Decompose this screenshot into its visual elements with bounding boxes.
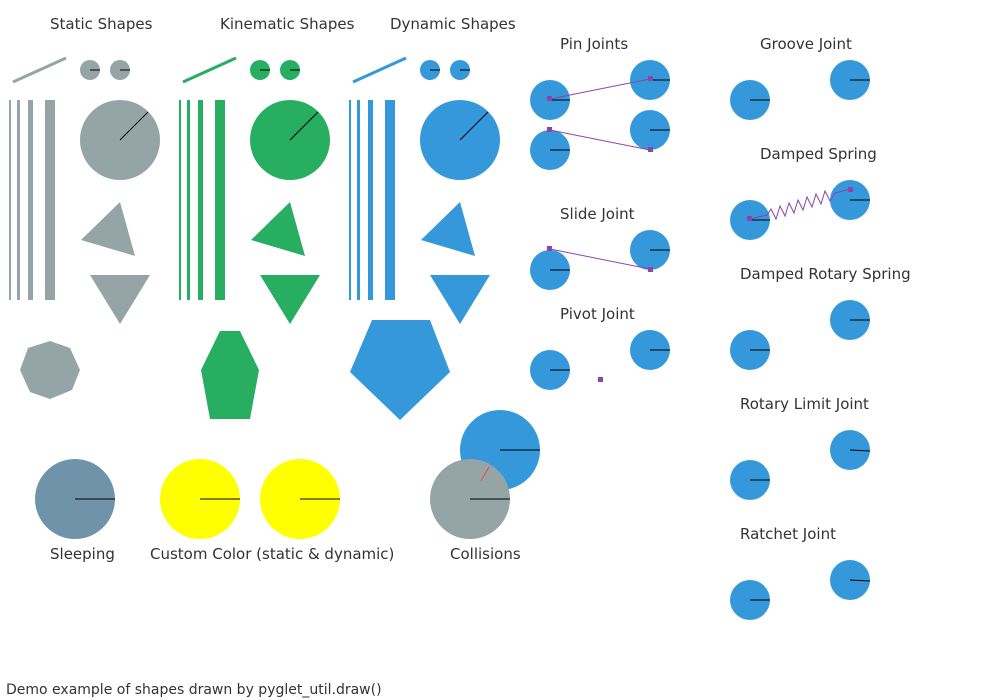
dynamic-bar xyxy=(368,100,373,300)
damped-rotary-spring-group xyxy=(730,300,870,370)
footer-caption: Demo example of shapes drawn by pyglet_u… xyxy=(6,682,382,698)
collision-contact-marker xyxy=(480,466,490,482)
rotary-limit-joint-group xyxy=(730,430,871,500)
label-rotary-limit-joint: Rotary Limit Joint xyxy=(740,395,869,413)
slide-joint-group xyxy=(530,230,670,290)
static-triangle xyxy=(81,202,135,256)
static-triangle-down xyxy=(90,275,150,324)
kinematic-triangle xyxy=(251,202,305,256)
kinematic-hexagon xyxy=(201,331,259,419)
static-octagon xyxy=(20,341,80,399)
pin-joints-group xyxy=(530,60,670,170)
label-collisions: Collisions xyxy=(450,545,521,563)
static-bar xyxy=(17,100,20,300)
label-sleeping: Sleeping xyxy=(50,545,115,563)
dynamic-triangle xyxy=(421,202,475,256)
label-pivot-joint: Pivot Joint xyxy=(560,305,635,323)
dynamic-bar xyxy=(385,100,395,300)
label-pin-joints: Pin Joints xyxy=(560,35,628,53)
kinematic-bar xyxy=(187,100,190,300)
dynamic-bar xyxy=(349,100,351,300)
sleeping-group xyxy=(35,459,115,539)
groove-joint-group xyxy=(730,60,870,120)
collisions-group xyxy=(430,410,540,539)
custom-color-group xyxy=(160,459,340,539)
dynamic-segment xyxy=(352,56,407,84)
damped-spring-group xyxy=(730,180,870,240)
static-bar xyxy=(28,100,33,300)
label-damped-spring: Damped Spring xyxy=(760,145,877,163)
dynamic-pentagon xyxy=(350,320,450,420)
label-dynamic-shapes: Dynamic Shapes xyxy=(390,15,516,33)
static-shapes-group xyxy=(9,56,160,399)
kinematic-bar xyxy=(215,100,225,300)
label-ratchet-joint: Ratchet Joint xyxy=(740,525,836,543)
label-kinematic-shapes: Kinematic Shapes xyxy=(220,15,355,33)
kinematic-shapes-group xyxy=(179,56,330,419)
kinematic-segment xyxy=(182,56,237,84)
label-slide-joint: Slide Joint xyxy=(560,205,635,223)
dynamic-bar xyxy=(357,100,360,300)
kinematic-bar xyxy=(198,100,203,300)
dynamic-triangle-down xyxy=(430,275,490,324)
label-static-shapes: Static Shapes xyxy=(50,15,153,33)
kinematic-triangle-down xyxy=(260,275,320,324)
static-segment xyxy=(12,56,67,84)
ratchet-joint-group xyxy=(730,560,871,620)
pivot-joint-group xyxy=(530,330,670,390)
label-damped-rotary-spring: Damped Rotary Spring xyxy=(740,265,911,283)
static-bar xyxy=(45,100,55,300)
label-groove-joint: Groove Joint xyxy=(760,35,852,53)
kinematic-bar xyxy=(179,100,181,300)
static-bar xyxy=(9,100,11,300)
dynamic-shapes-group xyxy=(349,56,500,420)
label-custom-color: Custom Color (static & dynamic) xyxy=(150,545,394,563)
